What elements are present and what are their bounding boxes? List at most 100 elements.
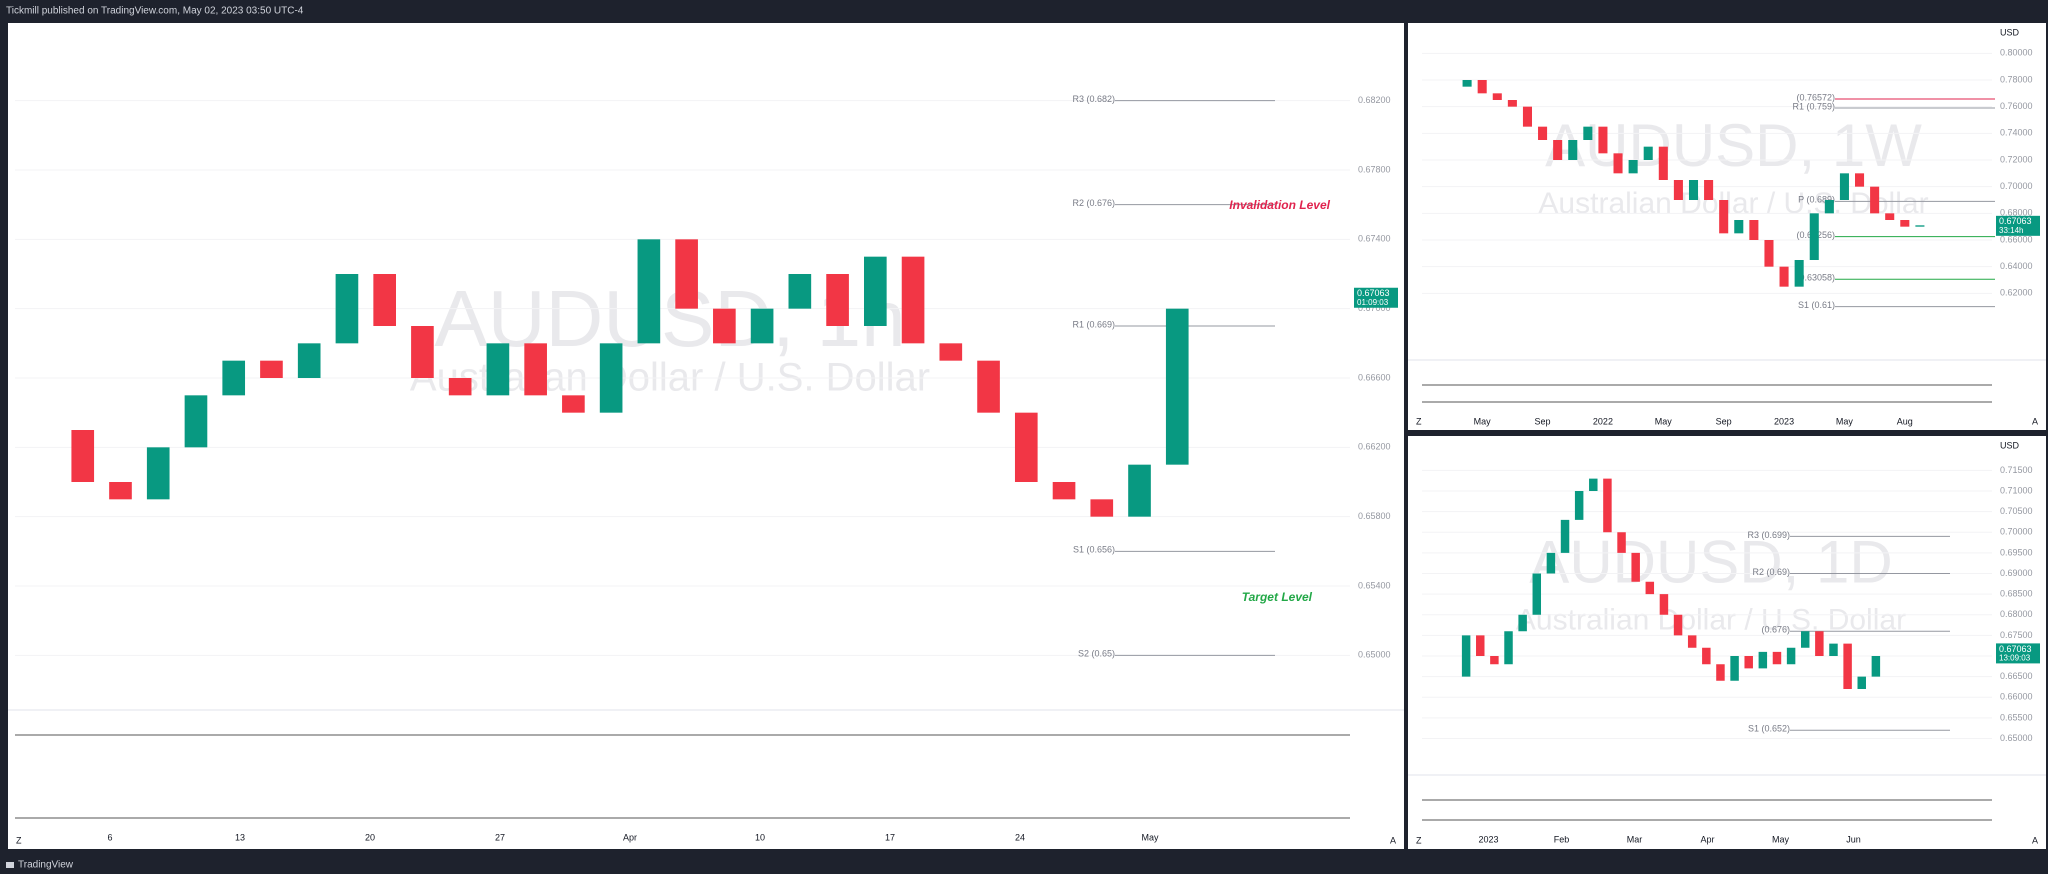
x-tick-label: Mar	[1627, 834, 1643, 844]
x-tick-label: 2023	[1774, 416, 1794, 426]
candle	[1052, 482, 1076, 500]
candle	[1687, 635, 1697, 648]
candle	[184, 395, 208, 448]
candle	[1538, 126, 1548, 140]
candle	[1839, 173, 1849, 200]
candle	[1613, 153, 1623, 174]
candle	[1583, 126, 1593, 140]
y-tick-label: 0.70000	[2000, 181, 2033, 191]
pivot-label: (0.76572)	[1796, 92, 1835, 102]
candle	[1794, 260, 1804, 287]
candle	[1719, 200, 1729, 234]
y-tick-label: 0.72000	[2000, 154, 2033, 164]
candle	[750, 308, 774, 344]
pivot-label: (0.63058)	[1796, 273, 1835, 283]
y-tick-label: 0.65800	[1358, 511, 1391, 521]
y-tick-label: 0.68000	[2000, 609, 2033, 619]
candle	[1546, 552, 1556, 574]
y-tick-label: 0.67400	[1358, 234, 1391, 244]
candle	[637, 239, 661, 344]
auto-button[interactable]: A	[2032, 416, 2038, 426]
y-tick-label: 0.74000	[2000, 128, 2033, 138]
candle	[1749, 220, 1759, 240]
y-tick-label: 0.65500	[2000, 712, 2033, 722]
candle	[1645, 581, 1655, 595]
candle	[1855, 173, 1865, 187]
x-tick-label: 2023	[1478, 834, 1498, 844]
candle	[1673, 614, 1683, 636]
candle	[1128, 464, 1151, 517]
candle	[1462, 80, 1472, 87]
candle	[524, 343, 547, 396]
annotation: Target Level	[1242, 590, 1313, 604]
x-tick-label: Apr	[1700, 834, 1714, 844]
x-tick-label: Sep	[1535, 416, 1551, 426]
last-price-box	[1996, 643, 2040, 664]
candle	[1885, 213, 1895, 220]
candle	[71, 430, 95, 482]
y-tick-label: 0.66600	[1358, 372, 1391, 382]
candle	[448, 378, 472, 396]
zoom-button[interactable]: Z	[16, 835, 22, 845]
y-tick-label: 0.68500	[2000, 589, 2033, 599]
candle	[864, 256, 887, 326]
x-tick-label: 10	[755, 832, 765, 842]
y-tick-label: 0.78000	[2000, 74, 2033, 84]
zoom-button[interactable]: Z	[1416, 416, 1422, 426]
x-tick-label: 17	[885, 832, 895, 842]
last-price-label: 0.67063	[1357, 288, 1390, 298]
candle	[599, 343, 623, 413]
candle	[1574, 491, 1584, 520]
candle	[901, 256, 925, 344]
candle	[1716, 664, 1725, 681]
candle	[1504, 631, 1513, 665]
candle	[1730, 656, 1739, 681]
candle	[1758, 651, 1768, 669]
candle	[335, 274, 359, 344]
candle	[1843, 643, 1852, 689]
countdown-label: 33:14h	[1999, 226, 2023, 235]
auto-button[interactable]: A	[2032, 835, 2038, 845]
candle	[1871, 656, 1881, 677]
publish-header: Tickmill published on TradingView.com, M…	[6, 6, 304, 17]
candle	[713, 308, 736, 344]
y-tick-label: 0.65400	[1358, 580, 1391, 590]
x-tick-label: May	[1655, 416, 1673, 426]
candle	[1704, 180, 1714, 200]
y-tick-label: 0.67500	[2000, 630, 2033, 640]
candle	[109, 482, 132, 500]
zoom-button[interactable]: Z	[1416, 835, 1422, 845]
x-tick-label: Apr	[623, 832, 637, 842]
auto-button[interactable]: A	[1390, 835, 1396, 845]
y-tick-label: 0.68200	[1358, 95, 1391, 105]
candle	[1617, 532, 1626, 553]
x-tick-label: 20	[365, 832, 375, 842]
axis-unit: USD	[2000, 440, 2020, 450]
pivot-label: R3 (0.699)	[1747, 530, 1790, 540]
candle	[1786, 647, 1796, 665]
candle	[373, 274, 396, 326]
x-tick-label: 6	[107, 832, 112, 842]
candle	[1603, 478, 1612, 533]
x-tick-label: Aug	[1897, 416, 1913, 426]
candle	[1779, 266, 1789, 287]
chart-panel	[8, 23, 1404, 849]
candle	[1090, 499, 1114, 517]
candle	[1659, 594, 1669, 615]
candle	[1702, 647, 1711, 665]
candle	[1772, 651, 1782, 665]
y-tick-label: 0.80000	[2000, 48, 2033, 58]
y-tick-label: 0.76000	[2000, 101, 2033, 111]
candle	[1800, 631, 1810, 648]
y-tick-label: 0.68000	[2000, 208, 2033, 218]
candle	[1518, 614, 1527, 632]
candle	[1809, 213, 1819, 260]
candle	[1688, 180, 1699, 200]
pivot-label: R1 (0.759)	[1792, 101, 1835, 111]
candle	[1870, 186, 1880, 214]
logo	[6, 862, 14, 868]
candle	[1915, 225, 1925, 227]
y-tick-label: 0.67000	[1358, 303, 1391, 313]
